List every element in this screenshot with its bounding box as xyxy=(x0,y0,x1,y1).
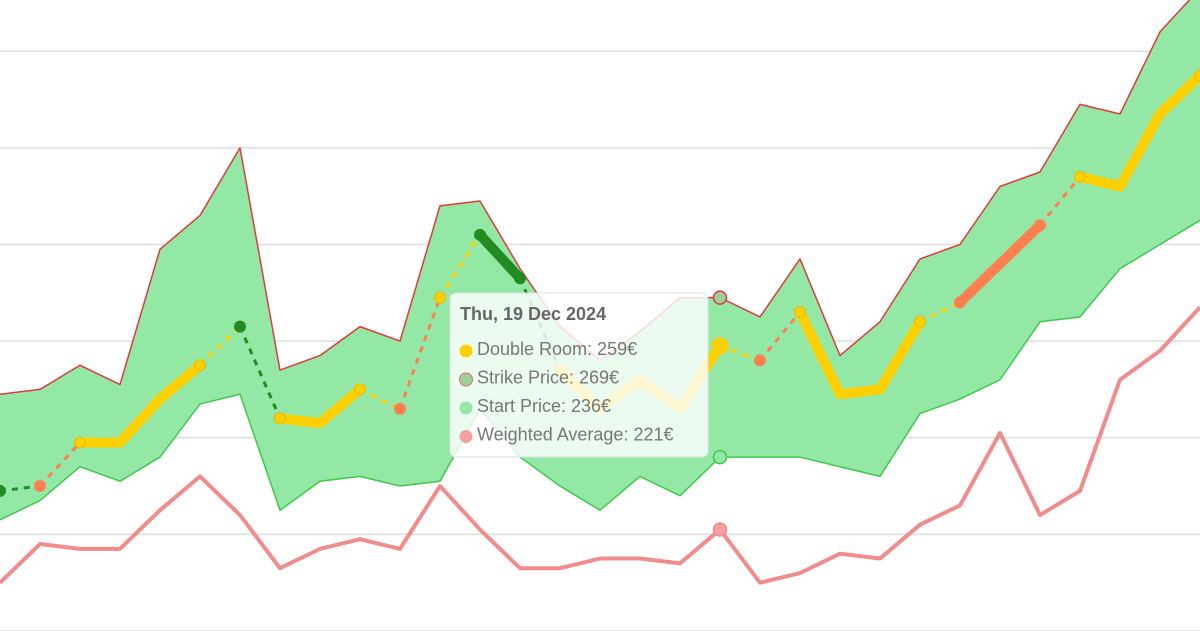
weighted-line xyxy=(0,305,1200,585)
tooltip-icon xyxy=(459,344,473,358)
double-room-segment xyxy=(995,220,1045,269)
hover-point xyxy=(712,522,728,537)
double-room-segment xyxy=(359,388,401,411)
double-room-point xyxy=(0,484,6,497)
tooltip-item: Double Room: 259€ xyxy=(477,339,637,359)
double-room-segment xyxy=(115,394,165,448)
double-room-point xyxy=(354,383,366,396)
double-room-point xyxy=(434,291,446,304)
hover-point xyxy=(711,337,729,355)
start-line xyxy=(0,219,1200,521)
double-room-point xyxy=(1194,69,1200,82)
double-room-segment xyxy=(1115,109,1165,192)
double-room-segment xyxy=(919,301,961,324)
double-room-segment xyxy=(1155,70,1200,120)
double-room-point xyxy=(954,296,966,309)
tooltip-item: Strike Price: 269€ xyxy=(477,367,619,387)
double-room-point xyxy=(474,228,486,241)
double-room-point xyxy=(274,412,286,425)
double-room-segment xyxy=(238,326,282,420)
double-room-point xyxy=(514,272,526,285)
double-room-segment xyxy=(315,384,365,429)
double-room-segment xyxy=(438,234,482,299)
double-room-segment xyxy=(1038,175,1082,227)
double-room-point xyxy=(1034,219,1046,232)
tooltip: Thu, 19 Dec 2024 Double Room: 259€ Strike … xyxy=(449,292,709,458)
tooltip-item: Weighted Average: 221€ xyxy=(477,424,674,444)
tooltip-icon xyxy=(459,372,473,387)
double-room-segment xyxy=(198,325,242,367)
double-room-point xyxy=(74,436,86,449)
price-band xyxy=(0,0,1200,520)
double-room-segment xyxy=(795,307,845,400)
double-room-segment xyxy=(835,384,885,400)
tooltip-icon xyxy=(459,430,473,443)
double-room-point xyxy=(234,320,246,333)
double-room-point xyxy=(914,315,926,328)
hover-point xyxy=(712,290,728,305)
double-room-segment xyxy=(475,229,525,284)
double-room-segment xyxy=(875,316,925,395)
double-room-point xyxy=(194,359,206,372)
hover-point xyxy=(712,449,728,465)
tooltip-box xyxy=(449,292,709,458)
tooltip-icon xyxy=(459,401,473,415)
double-room-point xyxy=(754,354,766,367)
tooltip-title: Thu, 19 Dec 2024 xyxy=(460,304,606,324)
double-room-segment xyxy=(955,258,1005,308)
double-room-point xyxy=(34,480,46,493)
double-room-segment xyxy=(155,360,205,405)
double-room-segment xyxy=(275,413,325,429)
double-room-point xyxy=(394,402,406,415)
double-room-segment xyxy=(758,311,802,362)
tooltip-item: Start Price: 236€ xyxy=(477,396,611,416)
double-room-segment xyxy=(38,441,82,488)
double-room-segment xyxy=(398,297,442,410)
double-room-point xyxy=(794,306,806,319)
double-room-segment xyxy=(1075,171,1125,192)
double-room-point xyxy=(1074,170,1086,183)
